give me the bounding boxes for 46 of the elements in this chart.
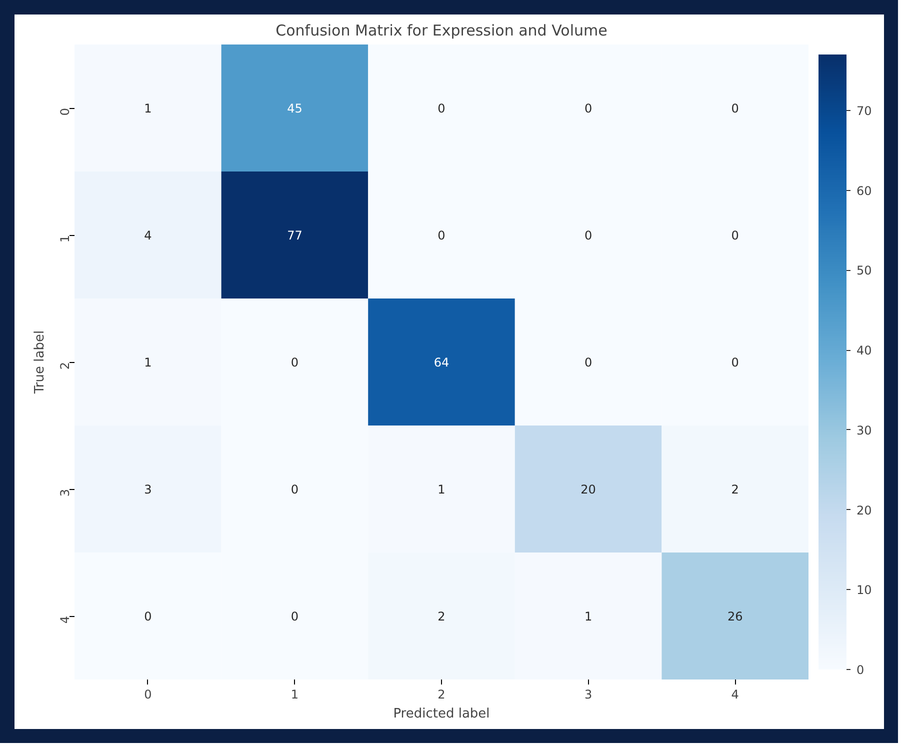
data-label: 0: [438, 102, 446, 116]
data-label: 1: [144, 102, 152, 116]
y-tick-label: 3: [58, 488, 72, 497]
data-label: 0: [731, 228, 739, 242]
data-label: 2: [731, 482, 739, 496]
data-label: 1: [144, 356, 152, 370]
y-tick-label: 0: [58, 108, 72, 116]
x-axis-title: Predicted label: [393, 706, 490, 722]
y-tick-label: 2: [58, 362, 72, 370]
data-label: 0: [290, 610, 299, 624]
data-label: 0: [438, 228, 446, 242]
data-label: 2: [438, 610, 446, 624]
data-label: 1: [584, 610, 592, 624]
color-bar-label: 50: [856, 264, 872, 278]
data-label: 0: [290, 356, 299, 370]
data-label: 0: [731, 102, 739, 116]
data-label: 0: [584, 102, 592, 116]
y-tick-label: 4: [58, 616, 72, 624]
x-tick-label: 1: [290, 688, 299, 702]
color-bar-label: 20: [856, 503, 872, 518]
data-label: 64: [434, 356, 450, 370]
y-tick-label: 1: [58, 234, 72, 243]
data-label: 45: [287, 102, 302, 116]
x-tick-label: 4: [731, 688, 739, 702]
color-bar-label: 30: [856, 423, 872, 438]
data-label: 0: [290, 482, 299, 496]
data-label: 77: [287, 228, 302, 242]
color-bar-label: 0: [856, 663, 864, 677]
data-label: 20: [580, 482, 596, 496]
x-tick-label: 2: [438, 688, 446, 702]
data-label: 3: [144, 482, 152, 496]
color-bar-label: 40: [856, 344, 872, 358]
x-tick-label: 3: [584, 688, 592, 702]
data-label: 0: [584, 356, 592, 370]
data-label: 0: [731, 356, 739, 370]
data-label: 0: [584, 228, 592, 242]
data-label: 0: [144, 610, 152, 624]
color-bar-label: 10: [856, 583, 872, 598]
color-bar-label: 70: [856, 104, 872, 118]
y-axis-title: True label: [32, 330, 48, 395]
color-bar-label: 60: [856, 184, 872, 198]
data-label: 4: [144, 228, 152, 242]
x-tick-label: 0: [144, 688, 152, 702]
chart-title: Confusion Matrix for Expression and Volume: [276, 22, 608, 40]
data-label: 26: [727, 610, 743, 624]
data-label: 1: [438, 482, 446, 496]
